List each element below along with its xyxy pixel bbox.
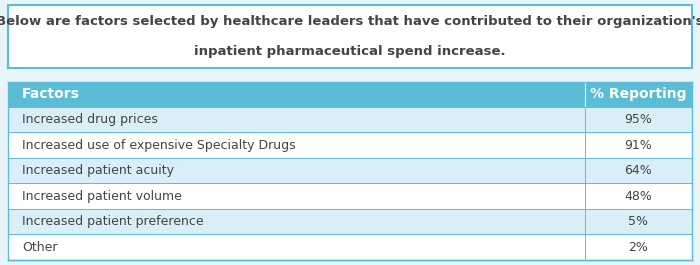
- Bar: [8, 107, 692, 132]
- Text: % Reporting: % Reporting: [590, 87, 687, 101]
- Text: 95%: 95%: [624, 113, 652, 126]
- Text: Other: Other: [22, 241, 57, 254]
- Text: Increased drug prices: Increased drug prices: [22, 113, 158, 126]
- Bar: [8, 209, 692, 235]
- Bar: [8, 82, 692, 107]
- Text: Factors: Factors: [22, 87, 80, 101]
- Text: Below are factors selected by healthcare leaders that have contributed to their : Below are factors selected by healthcare…: [0, 15, 700, 28]
- Text: 2%: 2%: [629, 241, 648, 254]
- Text: Increased patient preference: Increased patient preference: [22, 215, 204, 228]
- Text: 91%: 91%: [624, 139, 652, 152]
- Text: inpatient pharmaceutical spend increase.: inpatient pharmaceutical spend increase.: [194, 45, 506, 58]
- Bar: [8, 158, 692, 183]
- Bar: [8, 132, 692, 158]
- Bar: [8, 183, 692, 209]
- Text: 5%: 5%: [628, 215, 648, 228]
- Text: Increased use of expensive Specialty Drugs: Increased use of expensive Specialty Dru…: [22, 139, 295, 152]
- Bar: [8, 235, 692, 260]
- Text: 64%: 64%: [624, 164, 652, 177]
- Text: Increased patient acuity: Increased patient acuity: [22, 164, 174, 177]
- Bar: [8, 5, 692, 68]
- Text: 48%: 48%: [624, 190, 652, 203]
- Text: Increased patient volume: Increased patient volume: [22, 190, 182, 203]
